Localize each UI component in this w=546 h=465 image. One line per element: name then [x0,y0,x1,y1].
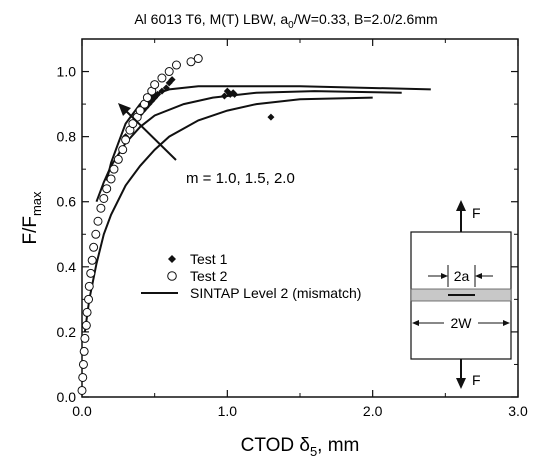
axis-ticks: 0.0 1.0 2.0 3.0 0.0 0.2 0.4 0.6 0.8 1.0 [57,38,528,419]
test2-point [193,54,203,64]
test2-point [157,73,167,83]
test2-point [142,93,152,103]
test2-point [79,346,89,356]
x-tick-label: 0.0 [72,403,92,419]
test2-point [109,164,119,174]
y-tick-label: 0.8 [57,129,77,145]
crack-dim-left-head [441,273,448,279]
test1-point [162,84,170,92]
width-dim-right-head [503,320,510,326]
y-tick-label: 0.6 [57,194,77,210]
test2-point [171,60,181,70]
y-tick-label: 1.0 [57,64,77,80]
crack-width-label: 2a [454,268,470,284]
test2-point [150,80,160,90]
test2-point [77,385,87,395]
test1-point [158,87,166,95]
mismatch-arrow-line [123,108,177,161]
test2-point [84,281,94,291]
test2-point [102,184,112,194]
test2-point [96,203,106,213]
test1-point [267,113,275,121]
test2-point [135,106,145,116]
x-tick-label: 1.0 [218,403,238,419]
legend-test2-marker [167,271,177,281]
chart-title: Al 6013 T6, M(T) LBW, a0/W=0.33, B=2.0/2… [134,11,437,31]
test2-point [84,294,94,304]
force-arrow-bottom-head [456,378,466,389]
legend-test1-marker [168,255,176,263]
test2-point [86,268,96,278]
test2-point [93,216,103,226]
force-arrow-top-head [456,200,466,211]
test2-point [87,255,97,265]
legend: Test 1 Test 2 SINTAP Level 2 (mismatch) [141,251,361,301]
test1-point [231,90,239,98]
crack-dim-right-head [475,273,482,279]
test2-point [82,307,92,317]
test2-point [121,135,131,145]
mismatch-annotation: m = 1.0, 1.5, 2.0 [186,170,295,187]
specimen-width-label: 2W [451,315,473,331]
test2-point [89,242,99,252]
test2-point [106,174,116,184]
force-label-top: F [472,205,481,221]
sintap-curve [83,96,373,333]
test2-point [91,229,101,239]
test2-point [186,57,196,67]
test1-point [168,76,176,84]
legend-test1-label: Test 1 [190,251,228,267]
specimen-inset: F F 2a 2W [410,200,512,389]
force-label-bottom: F [472,372,481,388]
legend-test2-label: Test 2 [190,268,228,284]
x-tick-label: 2.0 [363,403,383,419]
y-tick-label: 0.2 [57,324,77,340]
x-tick-label: 3.0 [508,403,528,419]
y-tick-label: 0.0 [57,389,77,405]
width-dim-left-head [412,320,419,326]
data-points [77,54,275,395]
y-axis-label: F/Fmax [20,191,44,245]
test1-point [220,92,228,100]
y-tick-label: 0.4 [57,259,77,275]
test2-point [113,154,123,164]
test2-point [118,145,128,155]
legend-sintap-label: SINTAP Level 2 (mismatch) [190,285,361,301]
test2-point [164,67,174,77]
test2-point [78,359,88,369]
mismatch-arrow-head [118,103,131,116]
test2-point [128,119,138,129]
test2-point [99,193,109,203]
sintap-curve [95,90,402,203]
test2-point [81,320,91,330]
test2-point [78,372,88,382]
test2-point [80,333,90,343]
x-axis-label: CTOD δ5, mm [241,435,360,459]
